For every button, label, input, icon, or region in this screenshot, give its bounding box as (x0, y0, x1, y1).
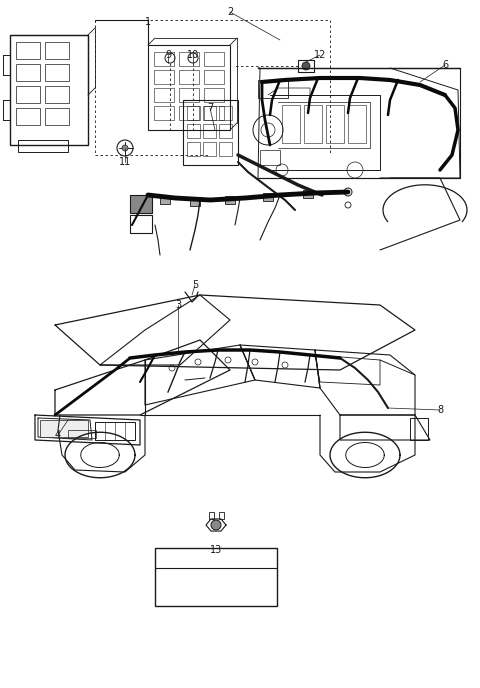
Bar (298, 60, 314, 72)
Bar (263, 193, 273, 201)
Bar (219, 142, 232, 156)
Bar (219, 512, 224, 519)
Bar (187, 124, 200, 138)
Bar (155, 548, 277, 606)
Bar (204, 52, 224, 66)
Bar (282, 105, 300, 143)
Bar (154, 106, 174, 120)
Bar (179, 88, 199, 102)
Bar (154, 52, 174, 66)
Text: 11: 11 (119, 157, 131, 167)
Bar (348, 105, 366, 143)
Text: 10: 10 (187, 50, 199, 60)
Bar (95, 422, 135, 440)
Bar (204, 106, 224, 120)
Bar (16, 86, 40, 103)
Bar (219, 124, 232, 138)
Bar (154, 70, 174, 84)
Bar (45, 42, 69, 59)
Text: 12: 12 (314, 50, 326, 60)
Text: 9: 9 (165, 50, 171, 60)
Bar (130, 215, 152, 233)
Bar (130, 195, 152, 213)
Text: 3: 3 (175, 300, 181, 310)
Bar (187, 142, 200, 156)
Bar (16, 42, 40, 59)
Bar (203, 106, 216, 120)
Bar (148, 45, 230, 130)
Circle shape (211, 520, 221, 530)
Bar (45, 86, 69, 103)
Text: 6: 6 (442, 60, 448, 70)
Circle shape (122, 145, 128, 151)
Bar (219, 106, 232, 120)
Bar (179, 70, 199, 84)
Bar (183, 100, 238, 165)
Bar (187, 106, 200, 120)
Text: 4: 4 (55, 430, 61, 440)
Bar (304, 105, 322, 143)
Bar (260, 150, 280, 165)
Bar (326, 105, 344, 143)
Bar (10, 35, 88, 145)
Bar (303, 190, 313, 198)
Bar (16, 64, 40, 81)
Bar (410, 418, 428, 440)
Bar (154, 88, 174, 102)
Bar (45, 64, 69, 81)
Bar (225, 196, 235, 204)
Bar (203, 124, 216, 138)
Bar (16, 108, 40, 125)
Bar (18, 140, 68, 152)
Text: 1: 1 (145, 17, 151, 27)
Bar (190, 198, 200, 206)
Bar (203, 142, 216, 156)
Circle shape (302, 62, 310, 70)
Text: 8: 8 (437, 405, 443, 415)
Bar (40, 420, 88, 437)
Bar (160, 196, 170, 204)
Bar (209, 512, 214, 519)
Text: 13: 13 (210, 545, 222, 555)
Bar (68, 430, 96, 438)
Bar (45, 108, 69, 125)
Bar (204, 70, 224, 84)
Bar (179, 52, 199, 66)
Bar (204, 88, 224, 102)
Bar (258, 80, 288, 98)
Text: 7: 7 (207, 103, 213, 113)
Text: 5: 5 (192, 280, 198, 290)
Text: 2: 2 (227, 7, 233, 17)
Bar (179, 106, 199, 120)
